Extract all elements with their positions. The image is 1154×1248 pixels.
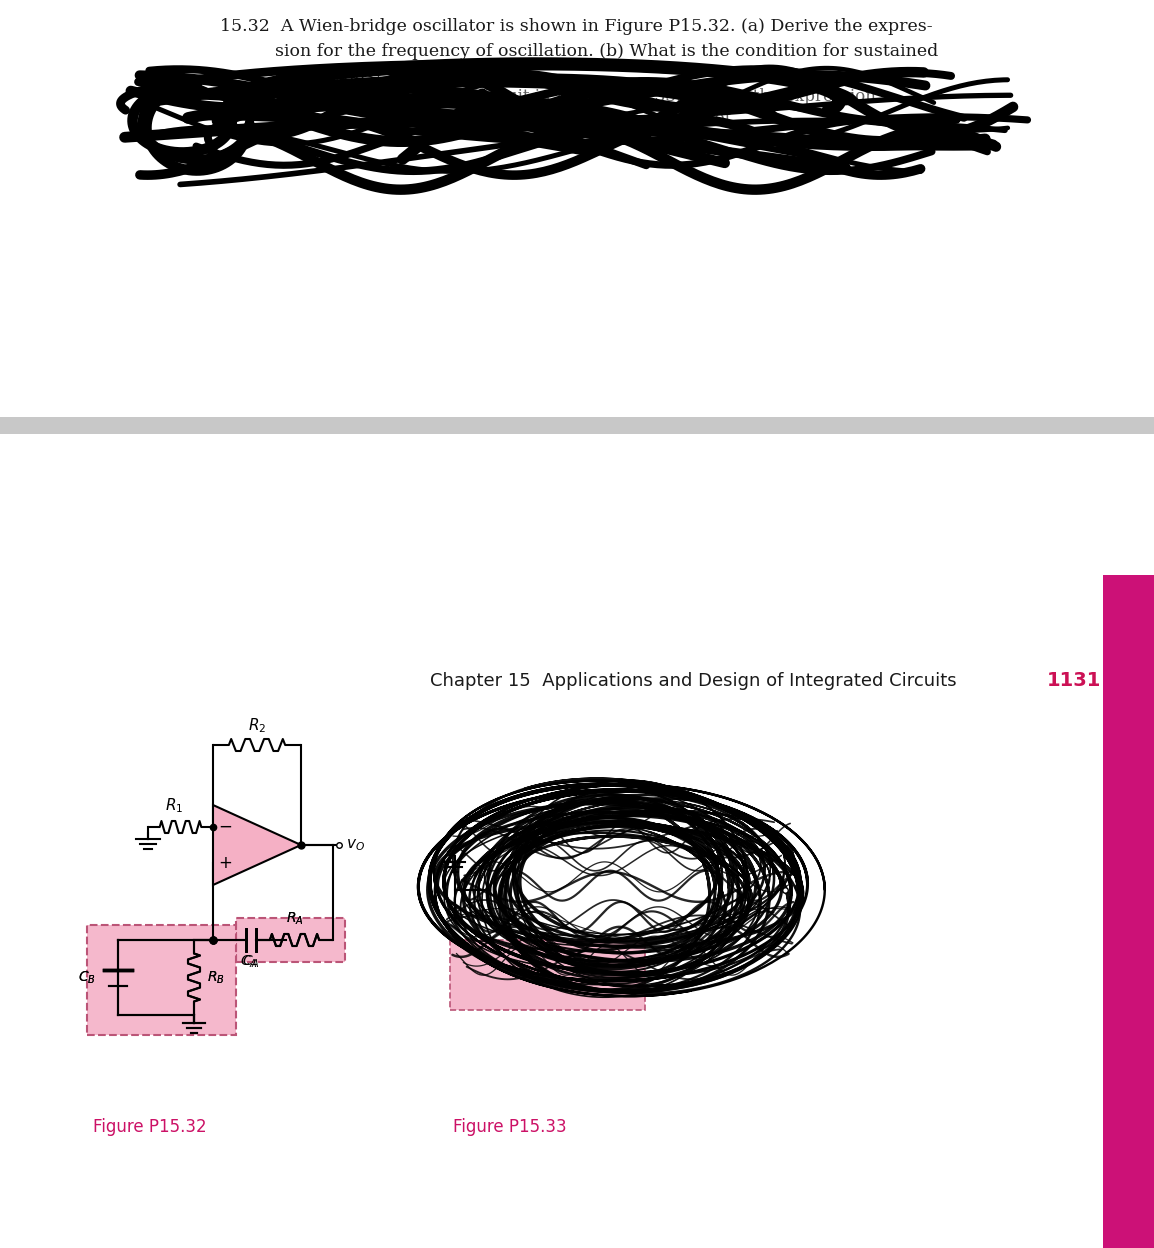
- Text: $R_B$: $R_B$: [207, 970, 225, 986]
- Text: $R_B$: $R_B$: [207, 970, 225, 986]
- Text: sion for the frequency of oscillation. (b) What is the condition for sustained: sion for the frequency of oscillation. (…: [220, 42, 938, 60]
- Text: +: +: [218, 854, 232, 872]
- Text: $o$: $o$: [793, 880, 803, 894]
- Bar: [0, 417, 1154, 434]
- Text: $R_1$: $R_1$: [165, 796, 183, 815]
- Text: Figure P15.33: Figure P15.33: [454, 1118, 567, 1136]
- Bar: [237, 919, 345, 962]
- Text: oscillations?: oscillations?: [220, 67, 383, 85]
- Text: for                                                                    -uency of: for -uency of: [220, 110, 730, 127]
- Text: −: −: [218, 817, 232, 836]
- Bar: [87, 925, 237, 1035]
- Text: $v_O$: $v_O$: [346, 837, 365, 852]
- Text: 15.33  Consider the oscillator circuit in Figure P15.33.  Derive the expression: 15.33 Consider the oscillator circuit in…: [220, 89, 876, 105]
- Text: $R_A$: $R_A$: [286, 911, 304, 927]
- Polygon shape: [213, 805, 301, 885]
- Text: $R_2$: $R_2$: [248, 716, 267, 735]
- Bar: [450, 940, 645, 1010]
- Bar: [1103, 575, 1154, 1248]
- Text: $C_B$: $C_B$: [78, 970, 96, 986]
- Text: Chapter 15  Applications and Design of Integrated Circuits: Chapter 15 Applications and Design of In…: [430, 671, 957, 690]
- Text: 1131: 1131: [1047, 671, 1101, 690]
- Text: $C_A$: $C_A$: [242, 953, 260, 971]
- Text: Figure P15.32: Figure P15.32: [93, 1118, 207, 1136]
- Text: $R_A$: $R_A$: [286, 911, 304, 927]
- Text: $C_B$: $C_B$: [78, 970, 96, 986]
- Text: $C_A$: $C_A$: [240, 953, 257, 971]
- Text: 15.32  A Wien-bridge oscillator is shown in Figure P15.32. (a) Derive the expres: 15.32 A Wien-bridge oscillator is shown …: [220, 17, 932, 35]
